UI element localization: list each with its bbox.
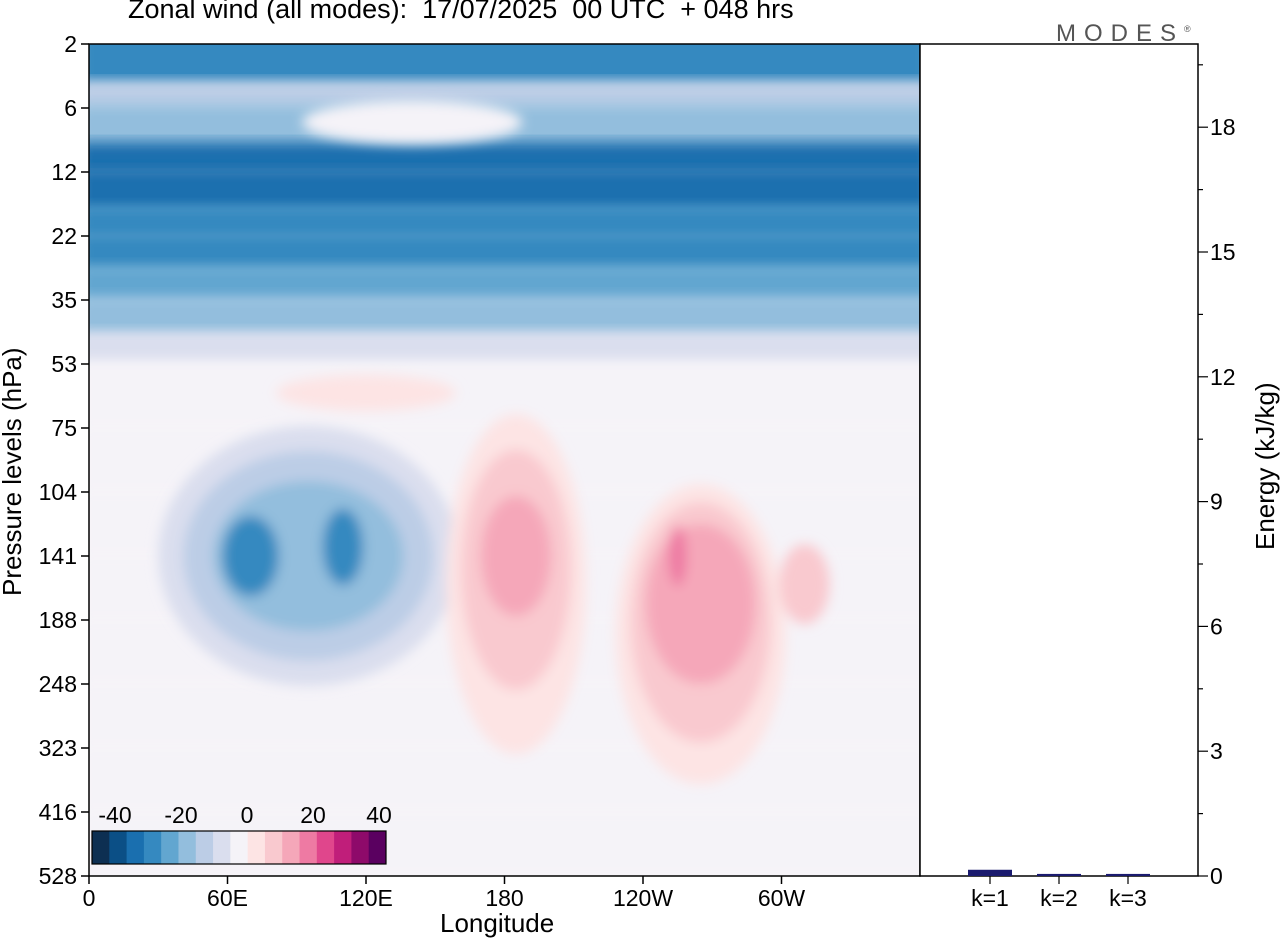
energy-bar-panel: 0 3 6 9 12 15 18 k=1 k=2 k=3 xyxy=(919,43,1236,911)
colorbar: -40 -20 0 20 40 xyxy=(91,802,392,865)
energy-tick-label: 6 xyxy=(1210,613,1223,639)
colorbar-label: 40 xyxy=(366,802,392,828)
colorbar-swatch xyxy=(126,831,145,864)
zonal-wind-heatmap xyxy=(89,44,920,876)
wind-feature xyxy=(276,374,456,411)
energy-category-label: k=2 xyxy=(1040,885,1078,911)
energy-bar xyxy=(968,869,1012,876)
wind-band xyxy=(89,744,920,816)
wind-features xyxy=(158,100,830,785)
y-tick-label: 2 xyxy=(64,31,77,57)
colorbar-swatch xyxy=(143,831,162,864)
energy-tick-label: 18 xyxy=(1210,114,1236,140)
y-tick-label: 75 xyxy=(51,415,77,441)
wind-feature xyxy=(222,516,279,596)
x-axis-longitude: 0 60E 120E 180 120W 60W xyxy=(83,876,806,911)
x-tick-label: 120W xyxy=(613,885,673,911)
modes-logo: MODES® xyxy=(1056,20,1191,47)
y-tick-label: 188 xyxy=(39,607,77,633)
y-tick-label: 104 xyxy=(39,479,78,505)
energy-tick-label: 9 xyxy=(1210,489,1223,515)
energy-tick-label: 12 xyxy=(1210,364,1236,390)
energy-tick-label: 3 xyxy=(1210,738,1223,764)
y-tick-label: 6 xyxy=(64,95,77,121)
energy-axis-title: Energy (kJ/kg) xyxy=(1250,382,1280,550)
energy-category-label: k=1 xyxy=(971,885,1009,911)
x-tick-label: 180 xyxy=(485,885,523,911)
chart-title: Zonal wind (all modes): 17/07/2025 00 UT… xyxy=(128,0,794,24)
colorbar-label: 20 xyxy=(300,802,326,828)
y-tick-label: 323 xyxy=(39,735,77,761)
x-axis-title: Longitude xyxy=(440,908,555,938)
y-tick-label: 53 xyxy=(51,351,77,377)
y-tick-label: 528 xyxy=(39,863,77,889)
colorbar-swatch xyxy=(351,831,370,864)
x-tick-label: 60W xyxy=(758,885,806,911)
colorbar-label: -40 xyxy=(98,802,131,828)
colorbar-swatch xyxy=(264,831,283,864)
y-tick-label: 141 xyxy=(39,543,77,569)
colorbar-swatch xyxy=(109,831,128,864)
colorbar-swatch xyxy=(282,831,301,864)
y-tick-label: 416 xyxy=(39,799,77,825)
energy-tick-label: 0 xyxy=(1210,863,1223,889)
wind-feature xyxy=(322,508,363,585)
wind-band xyxy=(89,44,920,89)
wind-feature xyxy=(302,100,523,145)
colorbar-swatch xyxy=(161,831,179,864)
colorbar-swatch xyxy=(195,831,214,864)
colorbar-swatch xyxy=(230,831,249,864)
brand-text: MODES xyxy=(1056,20,1185,47)
wind-feature xyxy=(645,524,756,685)
colorbar-swatch xyxy=(334,831,352,864)
wind-feature xyxy=(481,496,552,616)
wind-feature xyxy=(668,526,687,586)
x-tick-label: 0 xyxy=(83,885,96,911)
energy-bar xyxy=(1106,873,1150,876)
colorbar-swatch xyxy=(299,831,318,864)
x-tick-label: 120E xyxy=(339,885,393,911)
colorbar-frame xyxy=(91,830,387,865)
wind-feature xyxy=(779,544,830,625)
colorbar-swatch xyxy=(316,831,335,864)
y-tick-label: 248 xyxy=(39,671,77,697)
y-axis-pressure: 2 6 12 22 35 53 75 104 141 188 248 323 416 528 xyxy=(39,31,89,889)
colorbar-swatch xyxy=(368,831,387,864)
y-tick-label: 22 xyxy=(51,223,77,249)
colorbar-label: 0 xyxy=(241,802,254,828)
energy-category-label: k=3 xyxy=(1109,885,1147,911)
y-axis-title: Pressure levels (hPa) xyxy=(0,347,27,596)
colorbar-label: -20 xyxy=(164,802,197,828)
energy-bar xyxy=(1037,873,1081,876)
y-tick-label: 35 xyxy=(51,287,77,313)
colorbar-swatch xyxy=(247,831,266,864)
energy-frame xyxy=(919,43,1199,877)
colorbar-swatch xyxy=(92,831,110,864)
x-tick-label: 60E xyxy=(207,885,248,911)
colorbar-swatch xyxy=(178,831,197,864)
colorbar-swatch xyxy=(213,831,231,864)
y-tick-label: 12 xyxy=(51,159,77,185)
energy-tick-label: 15 xyxy=(1210,239,1236,265)
wind-band xyxy=(89,872,920,876)
